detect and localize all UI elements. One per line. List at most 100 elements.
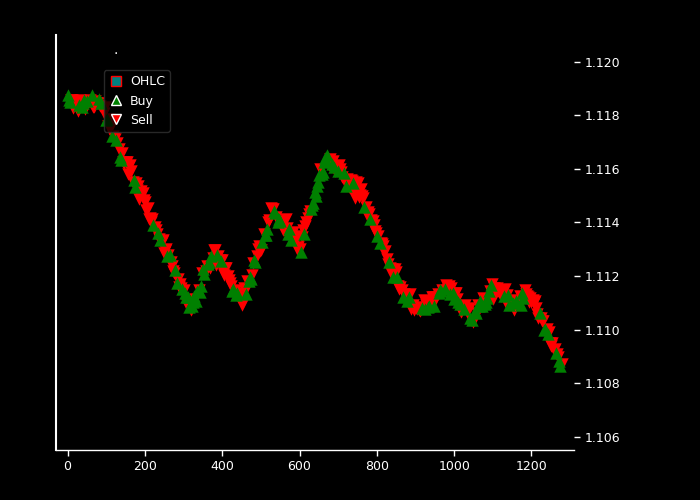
Point <box>375 240 386 248</box>
Point <box>461 304 472 312</box>
Point <box>527 296 538 304</box>
Point <box>150 226 161 234</box>
Point <box>323 161 334 169</box>
Point <box>347 179 358 187</box>
Point <box>146 218 157 226</box>
Point <box>279 226 290 234</box>
Point <box>409 306 420 314</box>
Point <box>420 302 431 310</box>
Point <box>132 186 143 194</box>
Point <box>458 304 469 312</box>
Point <box>430 296 441 304</box>
Point <box>135 188 146 196</box>
Point <box>410 304 421 312</box>
Point <box>511 297 522 305</box>
Point <box>144 214 155 222</box>
Point <box>286 236 297 244</box>
Point <box>508 300 519 308</box>
Point <box>386 265 398 273</box>
Point <box>147 216 158 224</box>
Point <box>326 160 337 168</box>
Point <box>186 302 197 310</box>
Point <box>108 134 120 142</box>
Point <box>273 215 284 223</box>
Point <box>462 304 473 312</box>
Point <box>496 292 507 300</box>
Point <box>284 225 295 233</box>
Point <box>304 207 316 215</box>
Point <box>197 265 209 273</box>
Point <box>484 286 496 294</box>
Point <box>382 260 393 268</box>
Point <box>345 176 356 184</box>
Point <box>228 284 239 292</box>
Point <box>274 217 286 225</box>
Point <box>252 245 263 253</box>
Point <box>449 290 461 298</box>
Point <box>255 247 266 255</box>
Point <box>287 228 298 235</box>
Point <box>300 222 311 230</box>
Point <box>116 148 127 156</box>
Point <box>293 242 304 250</box>
Point <box>190 296 202 304</box>
Point <box>349 194 360 202</box>
Point <box>444 290 456 298</box>
Point <box>470 308 482 316</box>
Point <box>78 96 90 104</box>
Point <box>92 98 104 106</box>
Point <box>127 178 138 186</box>
Point <box>411 304 422 312</box>
Point <box>532 310 543 318</box>
Point <box>396 286 407 294</box>
Point <box>433 290 444 298</box>
Point <box>301 218 312 226</box>
Point <box>466 316 477 324</box>
Point <box>482 294 493 302</box>
Point <box>316 170 327 178</box>
Point <box>66 96 78 104</box>
Point <box>552 350 563 358</box>
Point <box>163 251 174 259</box>
Point <box>253 242 265 250</box>
Point <box>140 198 151 206</box>
Point <box>377 240 388 248</box>
Point <box>332 166 344 174</box>
Point <box>244 274 256 281</box>
Point <box>302 214 314 222</box>
Point <box>312 178 323 186</box>
Point <box>289 232 300 240</box>
Point <box>497 291 508 299</box>
Point <box>107 132 118 140</box>
Point <box>543 328 554 336</box>
Point <box>278 226 289 234</box>
Point <box>265 204 276 212</box>
Point <box>446 284 457 292</box>
Point <box>105 124 116 132</box>
Point <box>248 259 259 267</box>
Point <box>538 318 549 326</box>
Point <box>202 260 214 268</box>
Point <box>238 284 249 292</box>
Point <box>336 168 347 176</box>
Point <box>308 198 319 206</box>
Point <box>201 262 212 270</box>
Point <box>337 174 348 182</box>
Point <box>185 306 196 314</box>
Point <box>388 273 399 281</box>
Point <box>270 209 281 217</box>
Point <box>116 156 127 164</box>
Point <box>363 210 374 218</box>
Point <box>231 289 242 297</box>
Point <box>471 308 482 316</box>
Point <box>106 132 118 140</box>
Point <box>181 302 193 310</box>
Point <box>262 224 273 232</box>
Point <box>66 96 77 104</box>
Point <box>517 288 528 296</box>
Point <box>258 230 270 238</box>
Point <box>500 300 512 308</box>
Point <box>197 270 208 278</box>
Text: ·: · <box>113 46 118 60</box>
Point <box>393 282 404 290</box>
